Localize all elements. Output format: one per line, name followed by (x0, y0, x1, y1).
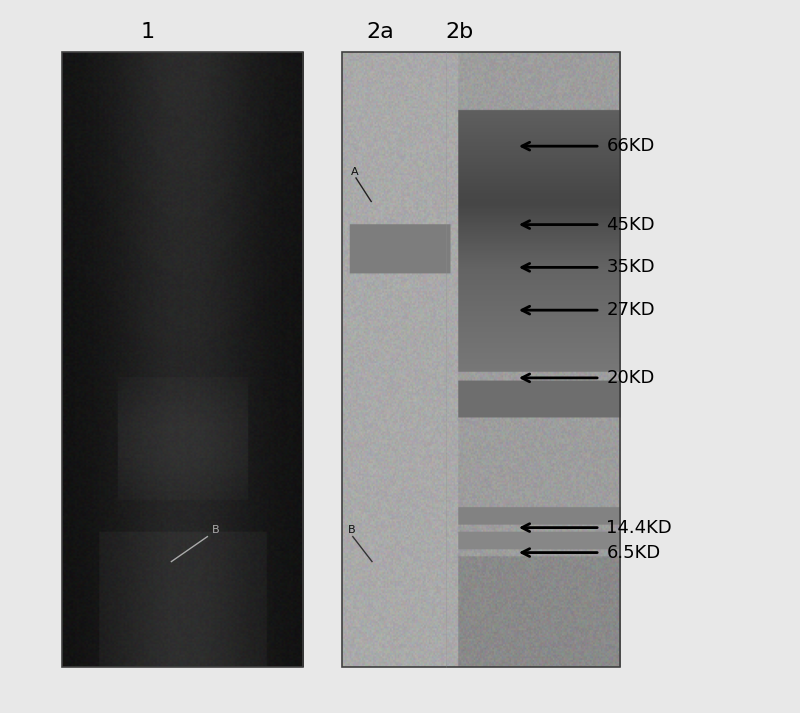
Bar (342, 52, 620, 667)
Text: 14.4KD: 14.4KD (606, 518, 672, 537)
Text: 6.5KD: 6.5KD (606, 543, 661, 562)
Text: B: B (211, 525, 219, 535)
Text: 66KD: 66KD (606, 137, 654, 155)
Text: 20KD: 20KD (606, 369, 654, 387)
Text: A: A (351, 167, 359, 177)
Text: 2b: 2b (446, 22, 474, 42)
Text: 2a: 2a (366, 22, 394, 42)
Text: 1: 1 (141, 22, 155, 42)
Text: 35KD: 35KD (606, 258, 655, 277)
Text: B: B (348, 525, 356, 535)
Text: 27KD: 27KD (606, 301, 655, 319)
Text: 45KD: 45KD (606, 215, 655, 234)
Bar (62, 52, 303, 667)
